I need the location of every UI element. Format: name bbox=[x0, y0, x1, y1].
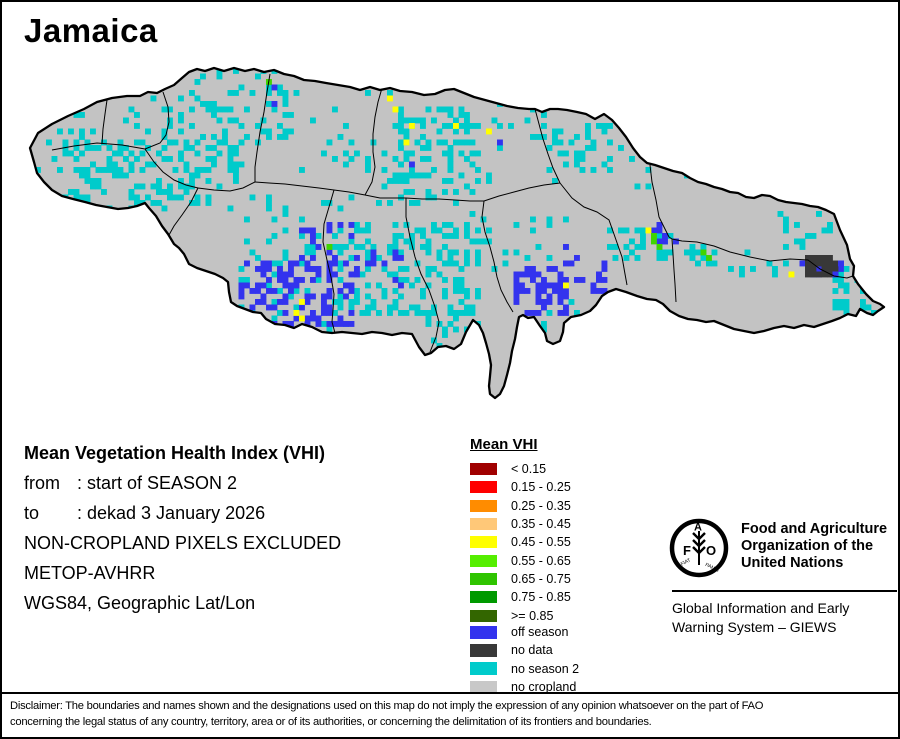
legend-label: no data bbox=[511, 643, 553, 658]
legend-swatch bbox=[470, 625, 497, 639]
giews-line: Warning System – GIEWS bbox=[672, 619, 837, 635]
legend-label: 0.55 - 0.65 bbox=[511, 553, 571, 568]
legend-swatch bbox=[470, 499, 497, 512]
legend-swatch bbox=[470, 554, 497, 567]
info-line: WGS84, Geographic Lat/Lon bbox=[24, 593, 256, 613]
info-row-value: : start of SEASON 2 bbox=[77, 473, 238, 493]
info-line: METOP-AVHRR bbox=[24, 563, 156, 583]
legend-swatch bbox=[470, 518, 497, 531]
fao-letter-a: A bbox=[694, 522, 702, 534]
legend-row: 0.55 - 0.65 bbox=[470, 551, 571, 569]
legend-label: 0.35 - 0.45 bbox=[511, 517, 571, 532]
legend-swatch bbox=[470, 591, 497, 604]
legend-swatch bbox=[470, 662, 497, 676]
giews-label: Global Information and Early Warning Sys… bbox=[672, 599, 849, 637]
fao-org-name: Food and Agriculture Organization of the… bbox=[741, 521, 887, 572]
map-info-block: Mean Vegetation Health Index (VHI) from:… bbox=[24, 438, 464, 618]
legend-label: < 0.15 bbox=[511, 462, 547, 477]
legend-row: < 0.15 bbox=[470, 460, 571, 478]
fao-motto-fiat: FIAT bbox=[680, 557, 692, 567]
legend-row: 0.75 - 0.85 bbox=[470, 588, 571, 606]
legend-label: 0.45 - 0.55 bbox=[511, 535, 571, 550]
giews-line: Global Information and Early bbox=[672, 600, 850, 616]
legend-swatch bbox=[470, 481, 497, 494]
legend-label: no season 2 bbox=[511, 661, 580, 676]
legend-swatch bbox=[470, 643, 497, 657]
legend-label: 0.15 - 0.25 bbox=[511, 480, 571, 495]
legend-row: 0.15 - 0.25 bbox=[470, 478, 571, 496]
info-rows: from : start of SEASON 2 to : dekad 3 Janua… bbox=[24, 468, 464, 618]
legend-swatch bbox=[470, 572, 497, 585]
fao-org-line: Food and Agriculture bbox=[741, 521, 888, 537]
fao-org-line: Organization of the bbox=[741, 538, 874, 554]
fao-org-line: United Nations bbox=[741, 555, 844, 571]
legend-row: 0.45 - 0.55 bbox=[470, 533, 571, 551]
parish-boundaries bbox=[51, 73, 854, 353]
fao-divider-line bbox=[672, 590, 897, 592]
legend-label: 0.65 - 0.75 bbox=[511, 571, 571, 586]
coastline bbox=[28, 66, 886, 400]
legend-row: off season bbox=[470, 623, 579, 641]
disclaimer-line: Disclaimer: The boundaries and names sho… bbox=[10, 700, 764, 712]
info-row: from : start of SEASON 2 bbox=[24, 468, 464, 498]
legend-row: no season 2 bbox=[470, 660, 579, 678]
legend-swatch bbox=[470, 463, 497, 476]
legend-swatch bbox=[470, 680, 497, 694]
page-title: Jamaica bbox=[24, 12, 158, 49]
fao-wheat-icon bbox=[692, 531, 706, 565]
fao-letter-o: O bbox=[706, 543, 716, 558]
disclaimer-text: Disclaimer: The boundaries and names sho… bbox=[10, 698, 890, 730]
legend-label: >= 0.85 bbox=[511, 608, 554, 623]
fao-logo: F A O FIAT PANIS bbox=[669, 518, 729, 578]
legend-row: no cropland bbox=[470, 678, 579, 696]
info-line: NON-CROPLAND PIXELS EXCLUDED bbox=[24, 533, 342, 553]
info-heading: Mean Vegetation Health Index (VHI) bbox=[24, 443, 326, 463]
legend-title: Mean VHI bbox=[470, 436, 538, 453]
info-row: to : dekad 3 January 2026 bbox=[24, 498, 464, 528]
info-row-value: : dekad 3 January 2026 bbox=[77, 503, 266, 523]
vhi-legend: Mean VHI < 0.15 0.15 - 0.25 0.25 - 0.35 0.3… bbox=[470, 436, 571, 625]
legend-row: 0.25 - 0.35 bbox=[470, 497, 571, 515]
legend-class-rows: < 0.15 0.15 - 0.25 0.25 - 0.35 0.35 - 0.45 0… bbox=[470, 460, 571, 625]
legend-row: no data bbox=[470, 641, 579, 659]
legend-label: no cropland bbox=[511, 680, 577, 695]
disclaimer-line: concerning the legal status of any count… bbox=[10, 716, 652, 728]
legend-row: 0.65 - 0.75 bbox=[470, 570, 571, 588]
info-row-label: to bbox=[24, 503, 40, 523]
legend-row: 0.35 - 0.45 bbox=[470, 515, 571, 533]
legend-label: off season bbox=[511, 625, 569, 640]
disclaimer-rule bbox=[2, 692, 898, 694]
info-row-label: from bbox=[24, 473, 60, 493]
legend-extra-rows: off season no data no season 2 no cropland bbox=[470, 623, 579, 696]
legend-label: 0.75 - 0.85 bbox=[511, 590, 571, 605]
legend-swatch bbox=[470, 609, 497, 622]
legend-label: 0.25 - 0.35 bbox=[511, 498, 571, 513]
legend-row: >= 0.85 bbox=[470, 606, 571, 624]
legend-swatch bbox=[470, 536, 497, 549]
fao-letter-f: F bbox=[683, 543, 691, 558]
